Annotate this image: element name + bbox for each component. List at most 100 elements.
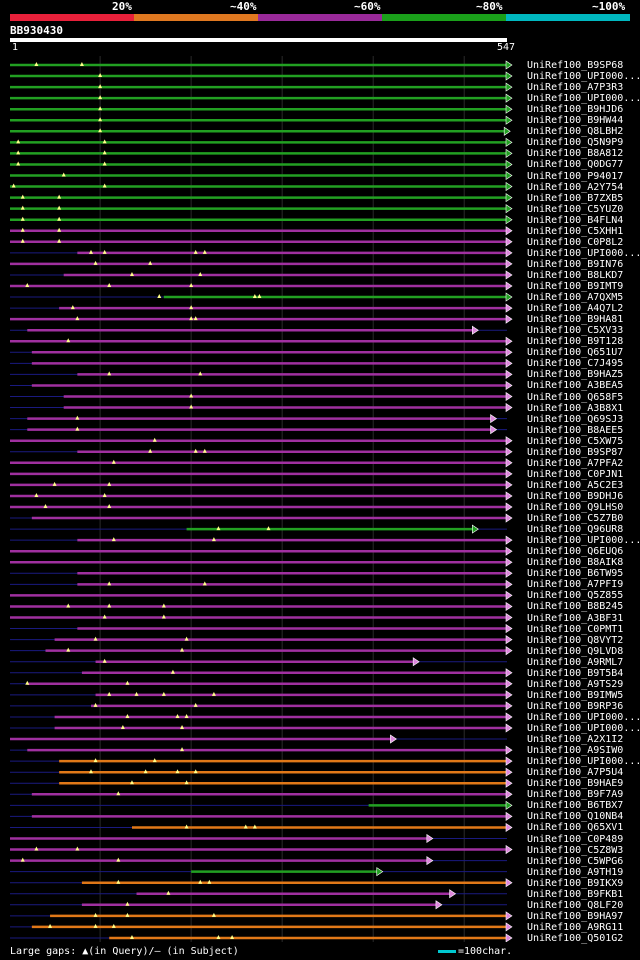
hit-label[interactable]: UniRef100_B6TBX7 bbox=[527, 800, 624, 812]
hit-label[interactable]: UniRef100_UPI000... bbox=[527, 535, 639, 547]
hit-label[interactable]: UniRef100_B9IMW5 bbox=[527, 689, 624, 701]
hit-label[interactable]: UniRef100_A4Q7L2 bbox=[527, 303, 624, 315]
hit-label[interactable]: UniRef100_C5XHH1 bbox=[527, 225, 624, 237]
hit-label[interactable]: UniRef100_Q658F5 bbox=[527, 391, 624, 403]
hit-label[interactable]: UniRef100_A9TH19 bbox=[527, 866, 624, 878]
query-id: BB930430 bbox=[10, 24, 63, 37]
hit-label[interactable]: UniRef100_Q9LVD8 bbox=[527, 645, 624, 657]
gap-marker bbox=[193, 769, 198, 774]
hit-label[interactable]: UniRef100_C5Z7B0 bbox=[527, 513, 624, 525]
hit-label[interactable]: UniRef100_A2Y754 bbox=[527, 181, 624, 193]
hit-label[interactable]: UniRef100_UPI000... bbox=[527, 756, 639, 768]
hit-label[interactable]: UniRef100_C5Z8W3 bbox=[527, 844, 624, 856]
hit-label[interactable]: UniRef100_B8B245 bbox=[527, 601, 624, 613]
hit-label[interactable]: UniRef100_A3B8X1 bbox=[527, 402, 624, 414]
hit-label[interactable]: UniRef100_UPI000... bbox=[527, 93, 639, 105]
hit-label[interactable]: UniRef100_B9RP36 bbox=[527, 700, 624, 712]
identity-color-legend-bar bbox=[10, 14, 630, 21]
hit-label[interactable]: UniRef100_B9DHJ6 bbox=[527, 490, 624, 502]
hit-label[interactable]: UniRef100_C0P489 bbox=[527, 833, 624, 845]
hit-arrow bbox=[390, 734, 397, 744]
hit-label[interactable]: UniRef100_A3BEA5 bbox=[527, 380, 624, 392]
hit-label[interactable]: UniRef100_B6TW95 bbox=[527, 568, 624, 580]
hit-label[interactable]: UniRef100_Q501G2 bbox=[527, 932, 624, 944]
hit-label[interactable]: UniRef100_C5YUZ0 bbox=[527, 203, 624, 215]
hit-label[interactable]: UniRef100_UPI000... bbox=[527, 711, 639, 723]
hit-label[interactable]: UniRef100_B9HA97 bbox=[527, 910, 624, 922]
hit-label[interactable]: UniRef100_C0P8L2 bbox=[527, 236, 624, 248]
hit-label[interactable]: UniRef100_Q0DG77 bbox=[527, 159, 624, 171]
gap-marker bbox=[57, 238, 62, 243]
hit-label[interactable]: UniRef100_C5XW75 bbox=[527, 435, 624, 447]
hit-arrow bbox=[505, 181, 513, 192]
hit-label[interactable]: UniRef100_A7PFI9 bbox=[527, 579, 624, 591]
hit-label[interactable]: UniRef100_B9F7A9 bbox=[527, 789, 624, 801]
gap-marker bbox=[161, 603, 166, 608]
gap-marker bbox=[152, 437, 157, 442]
hit-label[interactable]: UniRef100_B9T5B4 bbox=[527, 667, 624, 679]
hit-label[interactable]: UniRef100_Q65XV1 bbox=[527, 822, 624, 834]
hit-label[interactable]: UniRef100_A7QXM5 bbox=[527, 292, 624, 304]
hit-label[interactable]: UniRef100_B8A812 bbox=[527, 148, 624, 160]
hit-label[interactable]: UniRef100_UPI000... bbox=[527, 247, 639, 259]
hit-label[interactable]: UniRef100_A2X1I2 bbox=[527, 734, 624, 746]
hit-label[interactable]: UniRef100_C5XV33 bbox=[527, 325, 624, 337]
hit-label[interactable]: UniRef100_A9SIW0 bbox=[527, 745, 624, 757]
hit-label[interactable]: UniRef100_C0PMT1 bbox=[527, 623, 624, 635]
hit-label[interactable]: UniRef100_B9HJD6 bbox=[527, 104, 624, 116]
hit-label[interactable]: UniRef100_Q5N9P9 bbox=[527, 137, 624, 149]
hit-label[interactable]: UniRef100_B9HW44 bbox=[527, 115, 624, 127]
hit-label[interactable]: UniRef100_B9FKB1 bbox=[527, 888, 624, 900]
hit-label[interactable]: UniRef100_A7PFA2 bbox=[527, 457, 624, 469]
hit-label[interactable]: UniRef100_B7ZXB5 bbox=[527, 192, 624, 204]
hit-label[interactable]: UniRef100_Q10NB4 bbox=[527, 811, 624, 823]
hit-label[interactable]: UniRef100_UPI000... bbox=[527, 71, 639, 83]
gap-marker bbox=[102, 183, 107, 188]
hit-label[interactable]: UniRef100_B4FLN4 bbox=[527, 214, 624, 226]
hit-label[interactable]: UniRef100_C0PJN1 bbox=[527, 468, 624, 480]
gap-marker bbox=[20, 857, 25, 862]
hit-label[interactable]: UniRef100_B9SP68 bbox=[527, 60, 624, 71]
gap-marker bbox=[66, 647, 71, 652]
hit-label[interactable]: UniRef100_B9HAE9 bbox=[527, 778, 624, 790]
hit-arrow bbox=[490, 414, 498, 424]
hit-label[interactable]: UniRef100_A9RG11 bbox=[527, 921, 624, 933]
hit-label[interactable]: UniRef100_A3BF31 bbox=[527, 612, 624, 624]
hit-label[interactable]: UniRef100_C5WPG6 bbox=[527, 855, 624, 867]
hit-arrow bbox=[505, 546, 513, 556]
gap-marker bbox=[184, 824, 189, 829]
hit-label[interactable]: UniRef100_UPI000... bbox=[527, 723, 639, 734]
hit-label[interactable]: UniRef100_A9TS29 bbox=[527, 678, 624, 690]
hit-label[interactable]: UniRef100_Q69SJ3 bbox=[527, 413, 624, 425]
gap-marker bbox=[198, 371, 203, 376]
hit-label[interactable]: UniRef100_Q9LHS0 bbox=[527, 502, 624, 513]
hit-label[interactable]: UniRef100_Q6EUQ6 bbox=[527, 546, 624, 558]
hit-label[interactable]: UniRef100_B8AEE5 bbox=[527, 424, 624, 436]
hit-label[interactable]: UniRef100_B9HAZ5 bbox=[527, 369, 624, 381]
hit-label[interactable]: UniRef100_B9SP87 bbox=[527, 446, 624, 458]
hit-label[interactable]: UniRef100_Q8LBH2 bbox=[527, 126, 624, 138]
hit-label[interactable]: UniRef100_C7J495 bbox=[527, 358, 624, 370]
hit-label[interactable]: UniRef100_A9RML7 bbox=[527, 656, 624, 668]
hit-label[interactable]: UniRef100_Q96UR8 bbox=[527, 524, 624, 536]
hit-label[interactable]: UniRef100_Q8VYT2 bbox=[527, 634, 624, 646]
gap-marker bbox=[180, 725, 185, 729]
legend-label-80: ~80% bbox=[476, 0, 503, 13]
hit-label[interactable]: UniRef100_B8LKD7 bbox=[527, 269, 624, 281]
hit-label[interactable]: UniRef100_B9IKX9 bbox=[527, 877, 624, 889]
hit-label[interactable]: UniRef100_A7P3R3 bbox=[527, 82, 624, 94]
hit-label[interactable]: UniRef100_B9IN76 bbox=[527, 258, 624, 270]
gap-marker bbox=[107, 371, 112, 376]
hit-label[interactable]: UniRef100_B9T128 bbox=[527, 336, 624, 348]
gap-marker bbox=[102, 139, 107, 144]
hit-label[interactable]: UniRef100_B9HA81 bbox=[527, 314, 624, 326]
hit-label[interactable]: UniRef100_A5C2E3 bbox=[527, 479, 624, 491]
hit-label[interactable]: UniRef100_B8AIK8 bbox=[527, 557, 624, 569]
hit-label[interactable]: UniRef100_A7P5U4 bbox=[527, 767, 624, 779]
hit-label[interactable]: UniRef100_Q8LF20 bbox=[527, 899, 624, 911]
hit-label[interactable]: UniRef100_Q5Z855 bbox=[527, 590, 624, 602]
hit-label[interactable]: UniRef100_Q651U7 bbox=[527, 347, 624, 359]
hit-arrow bbox=[426, 856, 434, 866]
hit-label[interactable]: UniRef100_B9IMT9 bbox=[527, 281, 624, 292]
hit-label[interactable]: UniRef100_P94017 bbox=[527, 170, 624, 182]
